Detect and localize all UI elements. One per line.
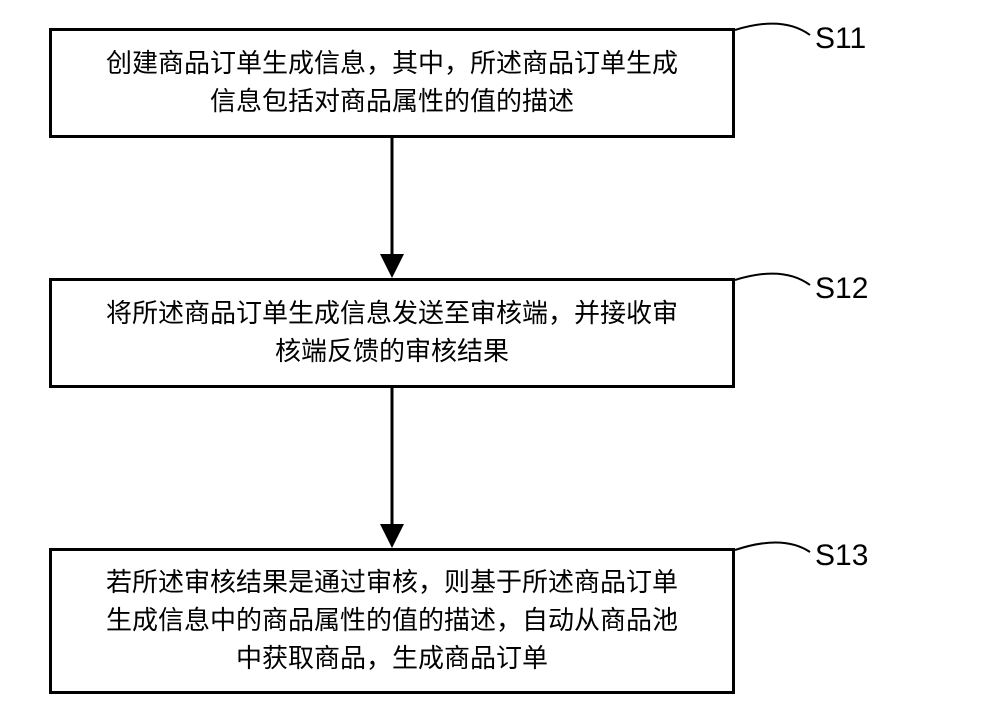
label-text: S13 [815,539,868,572]
flow-step-label-s13: S13 [815,539,868,573]
connector-curve-s13 [0,0,1000,712]
flowchart-container: 创建商品订单生成信息，其中，所述商品订单生成信息包括对商品属性的值的描述 S11… [0,0,1000,712]
